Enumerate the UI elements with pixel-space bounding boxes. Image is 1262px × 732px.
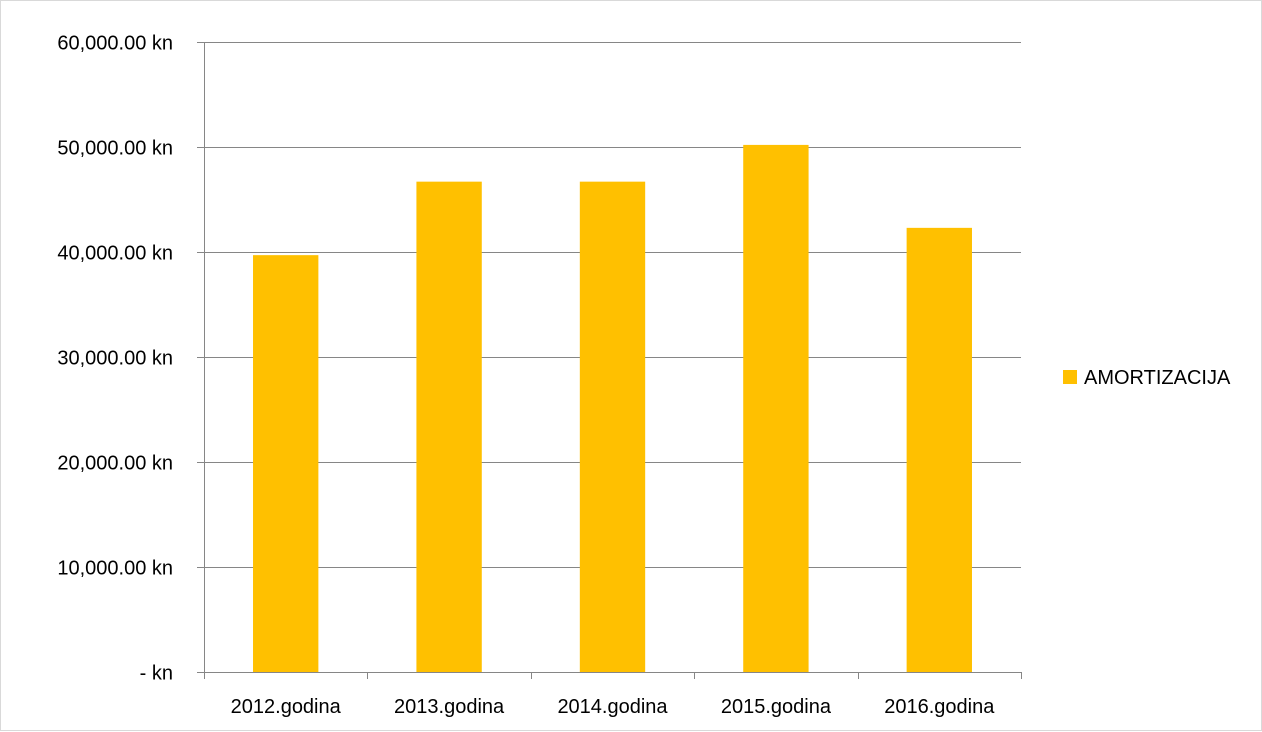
legend: AMORTIZACIJA <box>1063 367 1231 389</box>
y-tick-label: 50,000.00 kn <box>57 138 173 160</box>
x-tick-label: 2012.godina <box>231 696 342 718</box>
axes <box>197 42 1022 679</box>
bar-2012.godina <box>253 255 319 672</box>
y-tick-labels: - kn 10,000.00 kn 20,000.00 kn 30,000.00 kn… <box>57 33 173 685</box>
bar-2015.godina <box>743 144 809 672</box>
x-tick-label: 2015.godina <box>721 696 832 718</box>
y-tick-label: 10,000.00 kn <box>57 558 173 580</box>
bar-2014.godina <box>579 181 646 672</box>
x-tick-label: 2016.godina <box>884 696 995 718</box>
y-tick-label: 60,000.00 kn <box>57 33 173 55</box>
y-tick-label: 40,000.00 kn <box>57 243 173 265</box>
x-tick-label: 2014.godina <box>557 696 668 718</box>
y-tick-label: 30,000.00 kn <box>57 348 173 370</box>
bar-2013.godina <box>416 181 482 672</box>
legend-swatch <box>1063 370 1077 384</box>
y-tick-label: 20,000.00 kn <box>57 453 173 475</box>
x-tick-labels: 2012.godina 2013.godina 2014.godina 2015.go… <box>231 696 996 718</box>
bars <box>253 144 972 672</box>
legend-label: AMORTIZACIJA <box>1084 367 1231 389</box>
y-tick-label: - kn <box>140 663 173 685</box>
bar-2016.godina <box>906 227 972 672</box>
x-tick-label: 2013.godina <box>394 696 505 718</box>
